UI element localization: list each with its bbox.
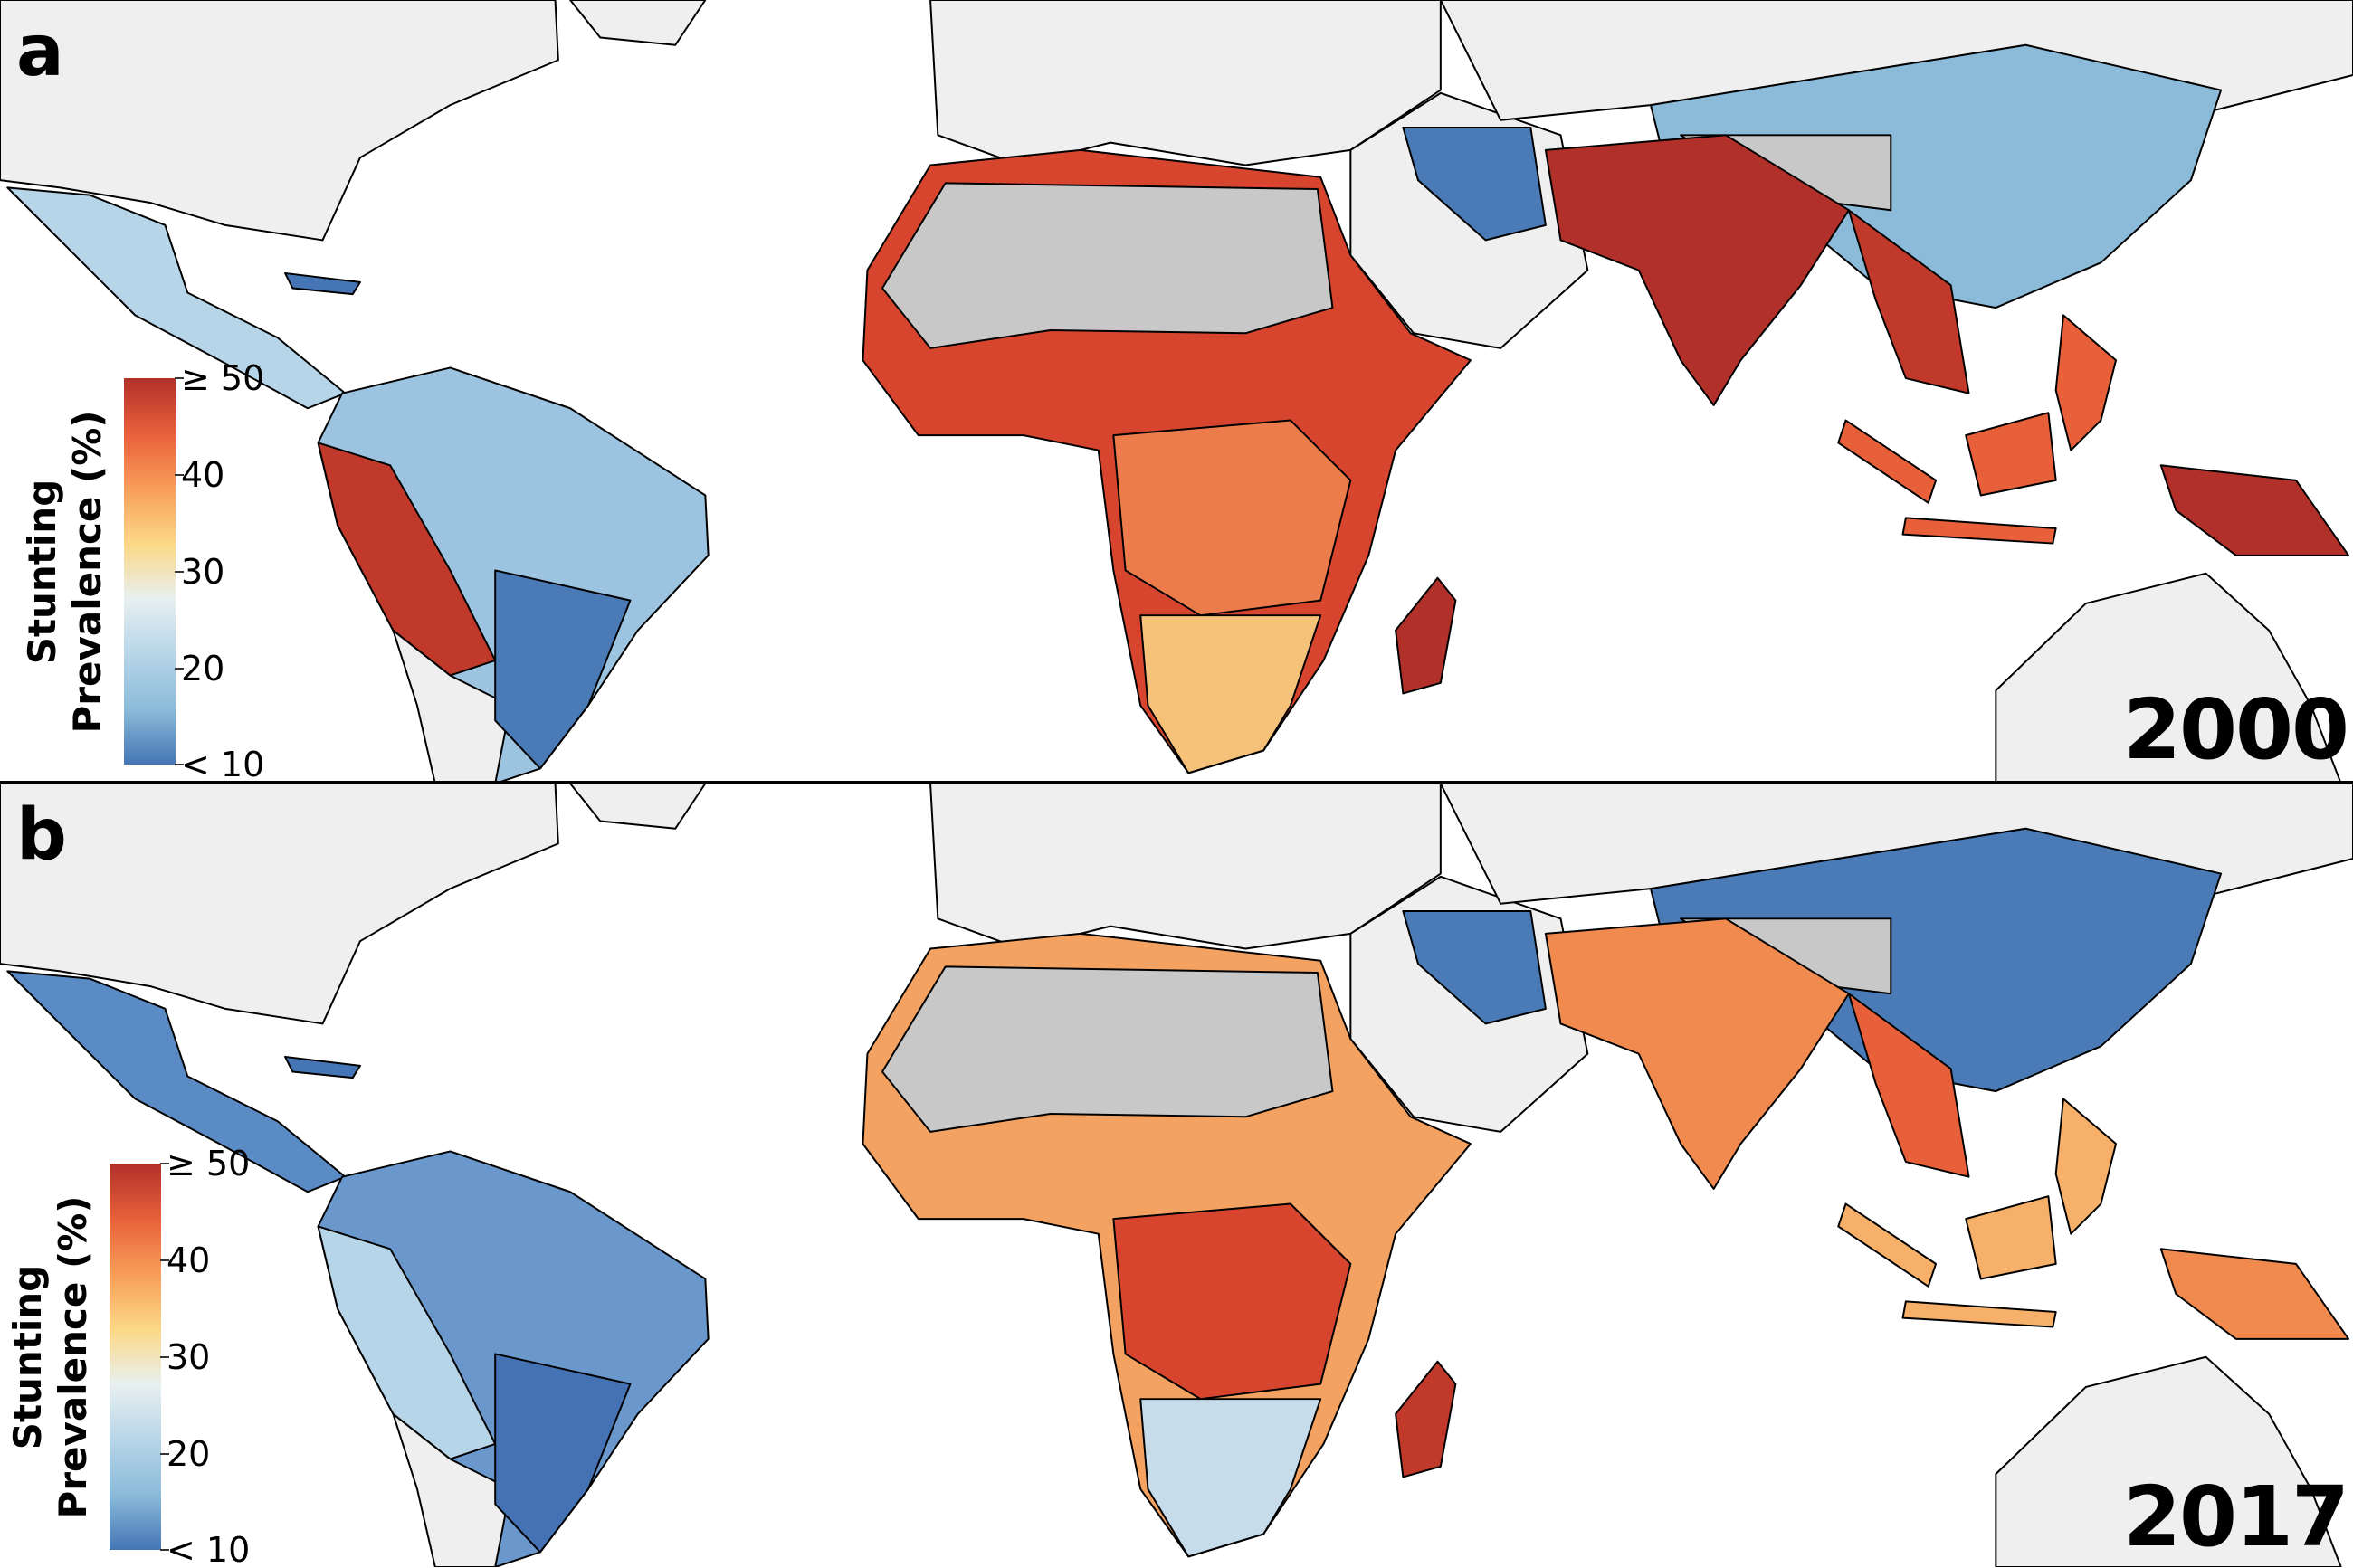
legend-tick bbox=[160, 1259, 169, 1261]
legend-tick bbox=[175, 377, 184, 379]
region-sulawesi-philippines bbox=[2054, 314, 2118, 451]
region-southern-cone bbox=[392, 1412, 511, 1567]
colorbar bbox=[124, 378, 176, 765]
colorbar bbox=[110, 1164, 161, 1550]
region-iran bbox=[1402, 127, 1547, 242]
legend-tick bbox=[160, 1549, 169, 1551]
region-sulawesi-philippines bbox=[2054, 1098, 2118, 1235]
panel-label: a bbox=[16, 11, 64, 92]
legend-tick bbox=[160, 1453, 169, 1455]
region-australia bbox=[1995, 572, 2341, 781]
region-greenland-edge bbox=[569, 0, 707, 46]
legend-tick-label: 20 bbox=[181, 649, 225, 689]
color-legend: Stunting Prevalence (%) ≥ 50 40 30 20 < 10 bbox=[0, 344, 272, 781]
panel-label: b bbox=[16, 794, 67, 876]
region-borneo bbox=[1965, 412, 2057, 497]
legend-tick-label: 40 bbox=[167, 1240, 211, 1280]
region-iran bbox=[1402, 910, 1547, 1025]
region-south-asia bbox=[1544, 134, 1850, 406]
legend-tick-label: 30 bbox=[167, 1337, 211, 1377]
map-panel-2000: a 2000 Stunting Prevalence (%) ≥ 50 40 30 20 <… bbox=[0, 0, 2353, 784]
color-legend: Stunting Prevalence (%) ≥ 50 40 30 20 < 10 bbox=[0, 1129, 257, 1567]
legend-tick bbox=[175, 764, 184, 765]
legend-title: Stunting Prevalence (%) bbox=[20, 411, 110, 734]
legend-tick bbox=[175, 668, 184, 670]
legend-title-line1: Stunting bbox=[5, 1264, 50, 1450]
region-north-america bbox=[0, 784, 559, 1025]
region-north-america bbox=[0, 0, 559, 242]
region-sahara bbox=[881, 182, 1334, 349]
region-south-asia bbox=[1544, 917, 1850, 1190]
region-central-africa bbox=[1112, 1202, 1352, 1401]
legend-title-line2: Prevalence (%) bbox=[51, 1195, 95, 1519]
region-caribbean bbox=[284, 271, 361, 296]
legend-tick bbox=[160, 1356, 169, 1358]
region-australia bbox=[1995, 1355, 2342, 1567]
legend-tick bbox=[175, 571, 184, 573]
region-central-africa bbox=[1112, 419, 1352, 617]
year-label: 2000 bbox=[2122, 681, 2349, 778]
legend-tick-label: < 10 bbox=[167, 1530, 251, 1568]
region-java bbox=[1901, 517, 2057, 545]
region-southeast-asia bbox=[1847, 209, 1970, 394]
region-madagascar bbox=[1395, 576, 1457, 695]
region-caribbean bbox=[284, 1055, 361, 1079]
region-sumatra bbox=[1837, 419, 1938, 504]
legend-tick-label: ≥ 50 bbox=[167, 1144, 251, 1183]
region-southeast-brazil bbox=[494, 1353, 632, 1554]
region-europe bbox=[929, 784, 1442, 950]
region-java bbox=[1901, 1300, 2057, 1328]
map-panel-2017: b 2017 Stunting Prevalence (%) ≥ 50 40 30 20 <… bbox=[0, 784, 2353, 1568]
legend-title-line1: Stunting bbox=[20, 479, 64, 665]
legend-tick-label: < 10 bbox=[181, 745, 265, 784]
region-andes-region bbox=[317, 442, 497, 677]
legend-tick-label: 40 bbox=[181, 455, 225, 495]
world-map-2000 bbox=[0, 0, 2353, 781]
legend-tick bbox=[175, 474, 184, 476]
region-southern-cone bbox=[392, 629, 511, 781]
year-label: 2017 bbox=[2122, 1468, 2349, 1565]
region-greenland-edge bbox=[569, 784, 707, 830]
region-southern-africa bbox=[1139, 1398, 1322, 1558]
legend-tick-label: 30 bbox=[181, 552, 225, 592]
region-new-guinea bbox=[2159, 1248, 2350, 1340]
region-southeast-asia bbox=[1847, 993, 1970, 1178]
region-europe bbox=[929, 0, 1442, 166]
region-southeast-brazil bbox=[494, 569, 632, 770]
region-sahara bbox=[881, 965, 1334, 1133]
legend-title: Stunting Prevalence (%) bbox=[5, 1196, 96, 1519]
region-borneo bbox=[1965, 1195, 2057, 1280]
region-southern-africa bbox=[1139, 614, 1322, 774]
world-map-2017 bbox=[0, 784, 2353, 1567]
legend-tick-label: 20 bbox=[167, 1434, 211, 1474]
legend-tick-label: ≥ 50 bbox=[181, 358, 265, 398]
region-sumatra bbox=[1837, 1202, 1938, 1288]
region-new-guinea bbox=[2159, 464, 2350, 556]
region-andes-region bbox=[317, 1225, 497, 1460]
legend-tick bbox=[160, 1163, 169, 1164]
legend-title-line2: Prevalence (%) bbox=[65, 410, 110, 734]
region-madagascar bbox=[1395, 1360, 1457, 1478]
